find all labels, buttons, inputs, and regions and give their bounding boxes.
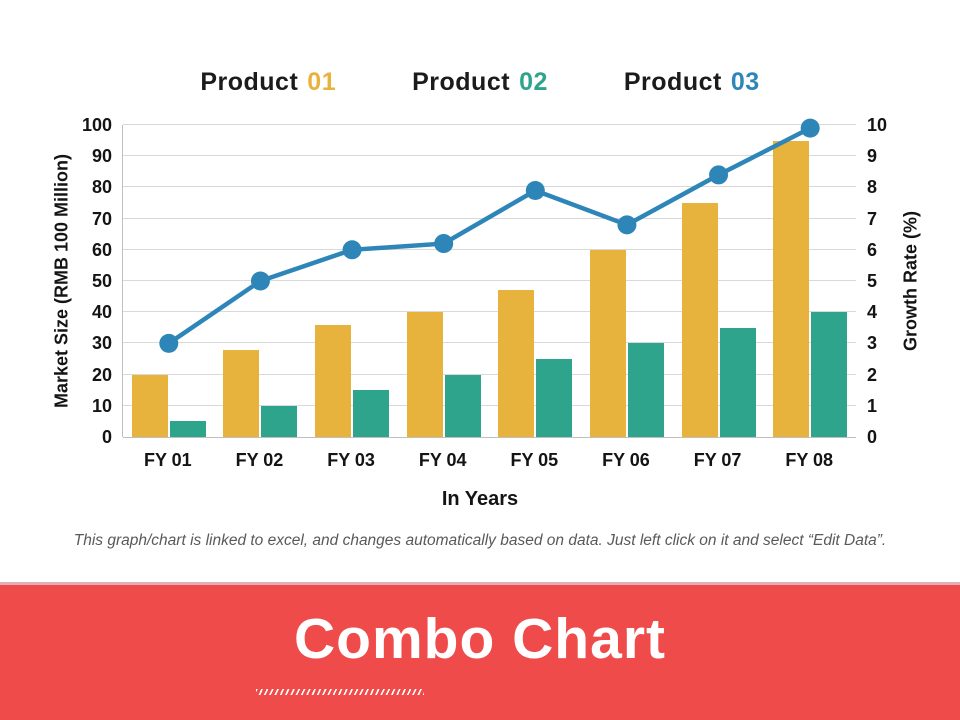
gridline	[123, 311, 856, 313]
line-path	[167, 126, 812, 346]
gridline	[123, 342, 856, 344]
x-axis-tick-label: FY 08	[785, 450, 834, 470]
legend-series-number: 01	[307, 68, 337, 96]
data-point-marker-fy-05	[525, 181, 545, 201]
left-axis-tick-label: 70	[91, 208, 112, 229]
gridline	[123, 373, 856, 375]
slide-title: Combo Chart	[294, 607, 666, 671]
x-axis-tick-label: FY 04	[418, 450, 467, 470]
right-axis-tick-label: 10	[867, 115, 888, 135]
bar-product-02-fy-02	[261, 405, 298, 437]
left-axis-tick-label: 0	[101, 427, 112, 447]
bar-product-01-fy-02	[223, 349, 260, 437]
right-axis-tick-label: 6	[867, 239, 878, 260]
legend-label: Product	[200, 68, 299, 96]
bar-product-01-fy-04	[406, 312, 443, 437]
right-axis-tick-label: 5	[867, 271, 878, 291]
left-axis-tick-label: 30	[91, 333, 112, 354]
legend-label: Product	[623, 68, 722, 96]
title-banner: Combo Chart	[0, 582, 960, 720]
combo-chart[interactable]: Market Size (RMB 100 Million) Growth Rat…	[0, 0, 960, 560]
bar-product-01-fy-07	[681, 203, 718, 437]
gridline	[123, 155, 856, 157]
bar-product-02-fy-08	[811, 312, 848, 437]
legend-item-product-03: Product 03	[624, 68, 760, 97]
legend-item-product-01: Product 01	[200, 68, 336, 97]
left-axis-tick-label: 10	[91, 395, 112, 416]
legend-series-number: 03	[730, 68, 760, 96]
left-axis-tick-label: 90	[91, 146, 112, 167]
data-point-marker-fy-01	[159, 333, 179, 353]
data-point-marker-fy-04	[434, 234, 454, 254]
left-axis-tick-label: 80	[91, 177, 112, 198]
bar-product-02-fy-01	[169, 421, 206, 437]
gridline	[123, 280, 856, 281]
legend-series-number: 02	[519, 68, 548, 96]
data-point-marker-fy-08	[800, 118, 820, 138]
legend-label: Product	[412, 68, 511, 96]
right-axis-tick-label: 7	[867, 208, 878, 229]
bar-product-02-fy-05	[536, 359, 573, 437]
gridline	[123, 248, 856, 250]
right-axis-tick-label: 4	[867, 302, 878, 323]
growth-rate-line-series	[159, 118, 820, 353]
gridline	[123, 437, 856, 438]
x-axis-tick-label: FY 01	[143, 450, 192, 470]
gridline	[123, 186, 856, 188]
left-axis-tick-label: 20	[91, 364, 112, 385]
left-axis-tick-label: 60	[91, 239, 112, 260]
right-axis-tick-label: 9	[867, 146, 878, 167]
left-axis-tick-label: 50	[91, 271, 112, 291]
bar-product-01-fy-05	[498, 290, 535, 437]
x-axis-tick-label: FY 06	[602, 450, 650, 470]
gridline	[123, 404, 856, 406]
x-axis-tick-label: FY 02	[235, 450, 284, 470]
footer-note: This graph/chart is linked to excel, and…	[73, 532, 887, 549]
x-axis-title: In Years	[441, 488, 519, 510]
right-axis-tick-label: 3	[867, 333, 878, 354]
bar-product-01-fy-01	[131, 374, 168, 437]
x-axis-tick-label: FY 07	[693, 450, 742, 470]
bar-product-01-fy-03	[315, 324, 352, 437]
data-point-marker-fy-03	[342, 240, 362, 260]
legend-item-product-02: Product 02	[412, 68, 548, 97]
right-axis-tick-label: 0	[867, 427, 878, 447]
bar-product-02-fy-07	[719, 327, 756, 437]
x-axis-tick-label: FY 05	[510, 450, 559, 470]
bar-product-01-fy-06	[589, 249, 626, 437]
chart-legend: Product 01 Product 02 Product 03	[0, 68, 960, 97]
left-axis-tick-label: 100	[81, 115, 112, 135]
bar-product-02-fy-03	[353, 390, 390, 437]
gridline	[123, 124, 856, 125]
x-axis-tick-label: FY 03	[327, 450, 375, 470]
bar-product-02-fy-06	[627, 343, 664, 437]
data-point-marker-fy-06	[617, 215, 637, 235]
title-underline-decoration	[256, 689, 424, 695]
right-axis-tick-label: 2	[867, 364, 878, 385]
data-point-marker-fy-02	[250, 271, 270, 291]
bar-product-02-fy-04	[444, 374, 481, 437]
bar-product-01-fy-08	[773, 140, 810, 437]
right-axis-tick-label: 1	[867, 395, 878, 416]
right-axis-tick-label: 8	[867, 177, 878, 198]
plot-area	[122, 118, 856, 438]
data-point-marker-fy-07	[709, 165, 729, 185]
left-axis-tick-label: 40	[91, 302, 112, 323]
